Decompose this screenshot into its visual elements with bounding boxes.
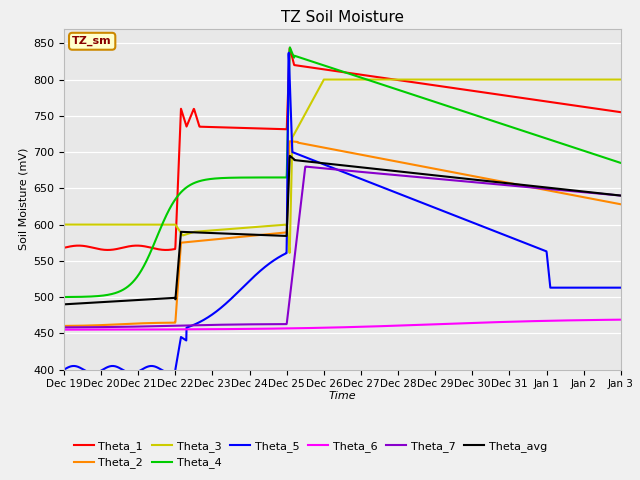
Theta_1 <box>104 247 111 253</box>
Theta_avg <box>286 153 294 159</box>
Theta_7 <box>316 165 324 171</box>
Theta_avg <box>60 301 68 307</box>
Theta_5 <box>88 370 96 376</box>
Theta_5 <box>332 166 339 172</box>
Line: Theta_4: Theta_4 <box>64 48 621 297</box>
Line: Theta_6: Theta_6 <box>64 320 621 330</box>
Line: Theta_5: Theta_5 <box>64 53 621 373</box>
Theta_7 <box>301 164 309 169</box>
Theta_7 <box>499 182 506 188</box>
Theta_1 <box>286 45 294 51</box>
Theta_2 <box>499 179 506 185</box>
Theta_3 <box>88 222 96 228</box>
Theta_2 <box>617 202 625 207</box>
Theta_3 <box>332 77 339 83</box>
Theta_avg <box>499 180 506 186</box>
Theta_4 <box>499 121 506 127</box>
Theta_1 <box>601 107 609 113</box>
Theta_6 <box>600 317 608 323</box>
Theta_4 <box>331 66 339 72</box>
Theta_1 <box>317 66 324 72</box>
Theta_avg <box>316 160 324 166</box>
Theta_5 <box>285 50 292 56</box>
Line: Theta_avg: Theta_avg <box>64 156 621 304</box>
Line: Theta_1: Theta_1 <box>64 48 621 250</box>
Theta_7 <box>331 167 339 172</box>
Theta_6 <box>601 317 609 323</box>
Theta_3 <box>320 77 328 83</box>
Theta_avg <box>88 300 96 306</box>
Theta_7 <box>88 324 96 330</box>
Theta_2 <box>601 198 609 204</box>
Theta_6 <box>88 327 96 333</box>
Theta_1 <box>332 68 339 74</box>
Theta_3 <box>499 77 507 83</box>
Theta_2 <box>286 138 294 144</box>
Theta_4 <box>286 45 294 50</box>
Theta_2 <box>316 144 324 150</box>
Theta_6 <box>499 319 506 325</box>
Theta_avg <box>617 192 625 198</box>
Theta_2 <box>331 147 339 153</box>
Theta_4 <box>601 155 609 161</box>
Title: TZ Soil Moisture: TZ Soil Moisture <box>281 10 404 25</box>
Theta_3 <box>601 77 609 83</box>
Text: TZ_sm: TZ_sm <box>72 36 112 47</box>
Theta_1 <box>88 245 96 251</box>
Theta_4 <box>316 61 324 67</box>
Theta_4 <box>60 294 68 300</box>
Theta_6 <box>331 324 339 330</box>
Theta_7 <box>60 324 68 330</box>
Theta_6 <box>617 317 625 323</box>
Theta_7 <box>601 191 609 197</box>
Theta_4 <box>617 160 625 166</box>
Theta_3 <box>60 222 68 228</box>
Theta_3 <box>286 250 294 256</box>
Theta_4 <box>88 294 96 300</box>
Line: Theta_3: Theta_3 <box>64 80 621 253</box>
Theta_1 <box>602 107 609 113</box>
Theta_2 <box>88 323 96 328</box>
Legend: Theta_1, Theta_2, Theta_3, Theta_4, Theta_5, Theta_6, Theta_7, Theta_avg: Theta_1, Theta_2, Theta_3, Theta_4, Thet… <box>70 436 551 473</box>
Theta_7 <box>601 191 609 197</box>
Theta_avg <box>601 191 609 197</box>
Theta_5 <box>617 285 625 290</box>
Theta_5 <box>499 231 507 237</box>
Theta_3 <box>617 77 625 83</box>
Theta_5 <box>601 285 609 290</box>
Theta_1 <box>617 109 625 115</box>
Y-axis label: Soil Moisture (mV): Soil Moisture (mV) <box>19 148 29 251</box>
Theta_3 <box>316 83 324 89</box>
X-axis label: Time: Time <box>328 391 356 401</box>
Theta_6 <box>60 327 68 333</box>
Theta_5 <box>60 367 68 372</box>
Theta_7 <box>617 192 625 198</box>
Theta_2 <box>601 198 609 204</box>
Line: Theta_7: Theta_7 <box>64 167 621 327</box>
Line: Theta_2: Theta_2 <box>64 141 621 326</box>
Theta_1 <box>499 92 507 98</box>
Theta_5 <box>317 160 324 166</box>
Theta_2 <box>60 323 68 329</box>
Theta_avg <box>601 191 609 197</box>
Theta_avg <box>331 162 339 168</box>
Theta_4 <box>601 155 609 160</box>
Theta_5 <box>167 371 175 376</box>
Theta_5 <box>602 285 609 290</box>
Theta_6 <box>316 325 324 331</box>
Theta_1 <box>60 245 68 251</box>
Theta_3 <box>602 77 609 83</box>
